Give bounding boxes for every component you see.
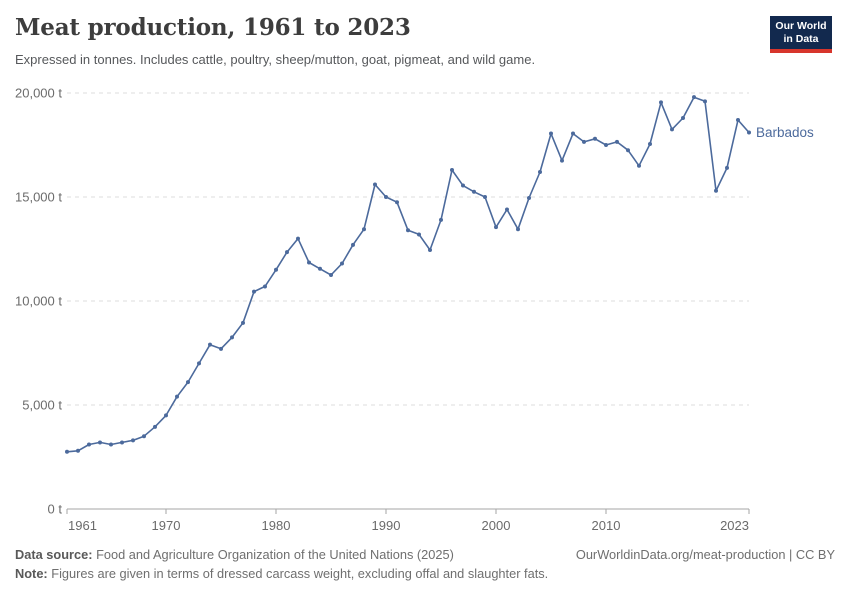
- data-point[interactable]: [175, 394, 179, 399]
- x-tick-label: 1990: [372, 518, 401, 533]
- data-point[interactable]: [87, 442, 91, 447]
- data-point[interactable]: [208, 342, 212, 347]
- data-point[interactable]: [450, 167, 454, 172]
- x-tick-label: 1970: [152, 518, 181, 533]
- data-point[interactable]: [318, 266, 322, 271]
- y-tick-label: 5,000 t: [22, 398, 62, 413]
- data-point[interactable]: [582, 139, 586, 144]
- data-point[interactable]: [659, 100, 663, 105]
- data-point[interactable]: [98, 440, 102, 445]
- data-point[interactable]: [505, 207, 509, 212]
- data-point[interactable]: [76, 448, 80, 453]
- data-point[interactable]: [186, 380, 190, 385]
- data-point[interactable]: [538, 170, 542, 175]
- data-point[interactable]: [747, 130, 751, 135]
- data-point[interactable]: [362, 227, 366, 232]
- x-tick-label: 2000: [482, 518, 511, 533]
- data-point[interactable]: [736, 118, 740, 123]
- data-point[interactable]: [329, 273, 333, 277]
- data-point[interactable]: [516, 227, 520, 232]
- data-point[interactable]: [307, 260, 311, 265]
- data-point[interactable]: [703, 99, 707, 104]
- y-tick-label: 10,000 t: [15, 294, 62, 309]
- data-point[interactable]: [417, 232, 421, 237]
- y-tick-label: 20,000 t: [15, 86, 62, 101]
- data-point[interactable]: [604, 143, 608, 147]
- data-point[interactable]: [472, 189, 476, 194]
- y-tick-label: 0 t: [48, 502, 63, 517]
- data-point[interactable]: [648, 141, 652, 146]
- data-point[interactable]: [241, 320, 245, 325]
- data-point[interactable]: [131, 438, 135, 443]
- data-point[interactable]: [428, 248, 432, 253]
- data-point[interactable]: [296, 236, 300, 241]
- data-point[interactable]: [197, 361, 201, 366]
- data-point[interactable]: [439, 217, 443, 222]
- data-point[interactable]: [109, 442, 113, 447]
- data-point[interactable]: [153, 424, 157, 429]
- data-point[interactable]: [494, 225, 498, 230]
- data-point[interactable]: [571, 131, 575, 136]
- footer-note-label: Note:: [15, 566, 48, 582]
- data-point[interactable]: [406, 228, 410, 233]
- series-line[interactable]: [66, 96, 750, 453]
- x-tick-label: 1961: [68, 518, 97, 533]
- data-point[interactable]: [164, 413, 168, 418]
- data-point[interactable]: [384, 195, 388, 199]
- x-tick-label: 1980: [262, 518, 291, 533]
- data-point[interactable]: [670, 127, 674, 132]
- data-point[interactable]: [626, 148, 630, 153]
- data-point[interactable]: [593, 136, 597, 141]
- data-point[interactable]: [692, 95, 696, 100]
- data-point[interactable]: [263, 284, 267, 289]
- owid-logo-line1: Our World: [775, 20, 827, 32]
- data-point[interactable]: [637, 163, 641, 168]
- footer-note-text: Note: Figures are given in terms of dres…: [15, 566, 549, 582]
- data-source-text: Data source: Food and Agriculture Organi…: [15, 547, 454, 562]
- owid-logo[interactable]: Our World in Data: [770, 16, 832, 54]
- data-point[interactable]: [615, 139, 619, 144]
- data-point[interactable]: [681, 115, 685, 120]
- footer-citation-link[interactable]: OurWorldinData.org/meat-production | CC …: [575, 547, 835, 562]
- data-source-label: Data source:: [15, 547, 93, 562]
- data-point[interactable]: [714, 188, 718, 193]
- owid-logo-line2: in Data: [783, 33, 819, 46]
- data-point[interactable]: [395, 200, 399, 205]
- data-point[interactable]: [351, 242, 355, 247]
- data-point[interactable]: [483, 195, 487, 199]
- data-point[interactable]: [373, 182, 377, 187]
- data-point[interactable]: [549, 131, 553, 136]
- data-point[interactable]: [274, 267, 278, 272]
- page-title: Meat production, 1961 to 2023: [15, 14, 411, 41]
- data-point[interactable]: [120, 440, 124, 445]
- chart-subtitle: Expressed in tonnes. Includes cattle, po…: [15, 52, 536, 67]
- data-point[interactable]: [219, 346, 223, 351]
- data-point[interactable]: [560, 158, 564, 163]
- data-point[interactable]: [461, 183, 465, 188]
- series-end-label[interactable]: Barbados: [756, 125, 814, 140]
- data-point[interactable]: [340, 261, 344, 266]
- data-point[interactable]: [252, 289, 256, 294]
- data-point[interactable]: [285, 250, 289, 255]
- data-point[interactable]: [527, 196, 531, 201]
- data-point[interactable]: [230, 335, 234, 340]
- data-point[interactable]: [65, 449, 69, 454]
- x-tick-label: 2010: [592, 518, 621, 533]
- x-tick-label: 2023: [720, 518, 749, 533]
- y-tick-label: 15,000 t: [15, 190, 62, 205]
- data-point[interactable]: [142, 434, 146, 439]
- chart-footer: Data source: Food and Agriculture Organi…: [15, 545, 835, 583]
- data-point[interactable]: [725, 165, 729, 170]
